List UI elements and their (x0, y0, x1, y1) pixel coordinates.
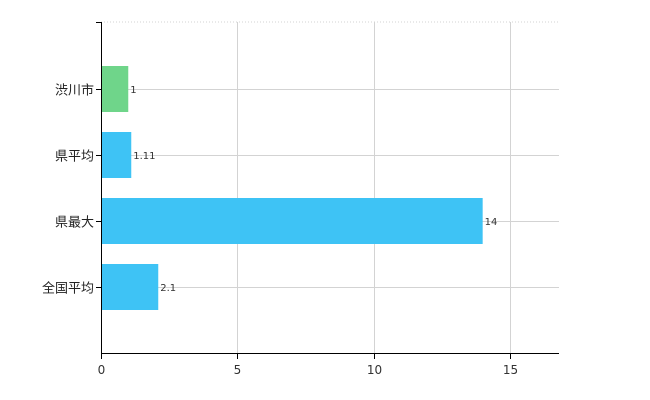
data-label-1: 1 (130, 85, 136, 96)
category-label-2: 県平均 (55, 150, 94, 165)
data-label-3: 14 (485, 217, 498, 228)
category-label-4: 全国平均 (42, 281, 94, 297)
x-tick-label: 5 (234, 363, 242, 377)
data-label-2: 1.11 (133, 151, 155, 162)
bar-2 (101, 132, 132, 178)
x-tick-label: 15 (503, 363, 518, 377)
x-tick-label: 10 (367, 363, 382, 377)
data-label-4: 2.1 (160, 283, 176, 294)
bar-4 (101, 264, 159, 310)
bar-1 (101, 66, 129, 112)
bar-3 (101, 198, 483, 244)
category-label-1: 渋川市 (55, 83, 94, 99)
x-tick-label: 0 (98, 363, 106, 377)
category-label-3: 県最大 (55, 216, 94, 231)
